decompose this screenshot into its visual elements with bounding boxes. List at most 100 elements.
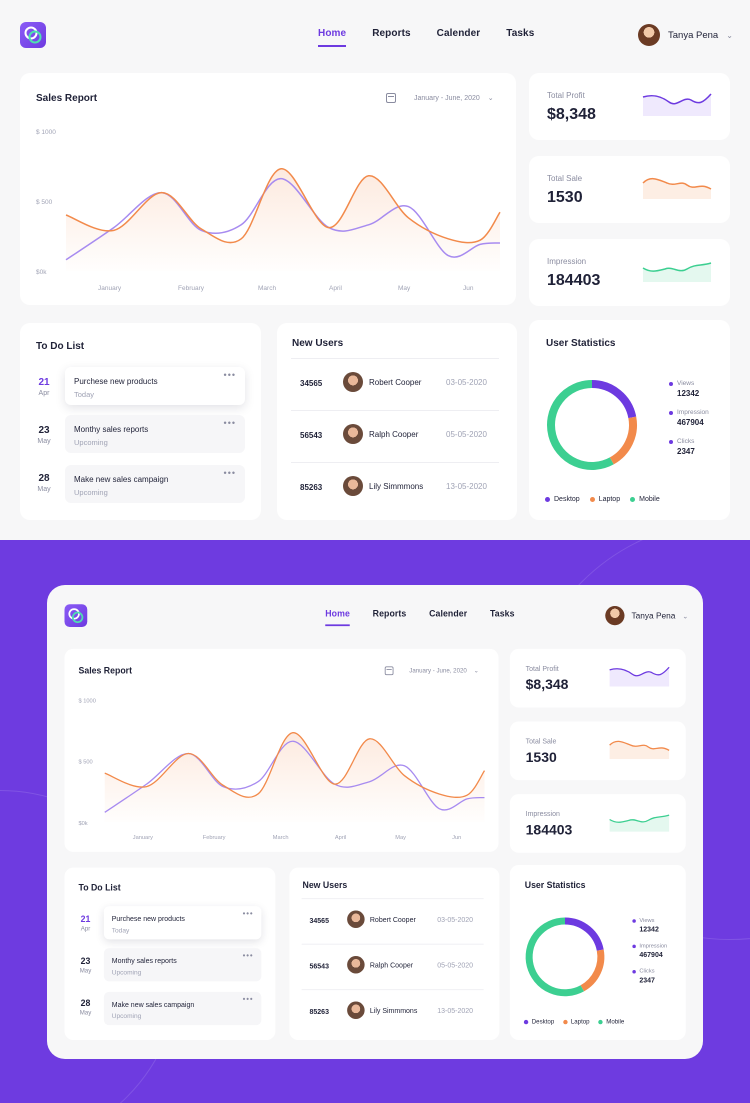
todo-month: May <box>79 1010 92 1017</box>
todo-month: May <box>37 438 51 445</box>
table-row[interactable]: 34565 Robert Cooper 03-05-2020 <box>301 898 484 944</box>
legend-label: Clicks <box>677 438 695 445</box>
table-row[interactable]: 85263 Lily Simmmons 13-05-2020 <box>291 462 499 514</box>
legend-clicks: Clicks 2347 <box>669 438 695 456</box>
table-row[interactable]: 56543 Ralph Cooper 05-05-2020 <box>291 410 499 462</box>
todo-task[interactable]: Make new sales campaign Upcoming ••• <box>103 991 262 1026</box>
nav-reports[interactable]: Reports <box>372 28 411 39</box>
todo-task[interactable]: Purchese new products Today ••• <box>103 906 262 940</box>
todo-task-title: Monthy sales reports <box>74 425 149 434</box>
nav-tasks[interactable]: Tasks <box>489 609 515 620</box>
avatar <box>343 372 363 392</box>
todo-task-title: Purchese new products <box>74 377 158 386</box>
todo-task-title: Purchese new products <box>111 914 185 923</box>
user-statistics-donut <box>547 380 637 470</box>
stat-value: $8,348 <box>547 106 596 123</box>
legend-value: 467904 <box>677 418 704 427</box>
table-row[interactable]: 34565 Robert Cooper 03-05-2020 <box>291 358 499 410</box>
todo-task[interactable]: Monthy sales reports Upcoming ••• <box>65 415 245 453</box>
user-statistics-title: User Statistics <box>546 338 616 349</box>
todo-task-status: Today <box>74 390 95 399</box>
sales-report-card: Sales Report January - June, 2020 ⌄ $ 10… <box>20 73 516 305</box>
new-users-card: New Users 34565 Robert Cooper 03-05-2020… <box>289 867 500 1040</box>
x-tick-label: February <box>178 285 205 292</box>
stat-label: Total Profit <box>547 91 585 100</box>
legend-dot <box>632 918 636 923</box>
nav-calender[interactable]: Calender <box>436 28 481 39</box>
todo-month: May <box>79 968 92 975</box>
avatar <box>605 606 625 626</box>
todo-item: 21 Apr Purchese new products Today ••• <box>65 906 276 941</box>
top-nav: Home Reports Calender Tasks <box>318 28 534 47</box>
more-icon[interactable]: ••• <box>223 418 236 428</box>
date-range-select[interactable]: January - June, 2020 ⌄ <box>384 666 479 676</box>
sales-report-title: Sales Report <box>78 666 132 676</box>
more-icon[interactable]: ••• <box>223 370 236 380</box>
todo-date: 21 Apr <box>34 377 54 397</box>
date-range-select[interactable]: January - June, 2020 ⌄ <box>386 93 494 103</box>
nav-tasks[interactable]: Tasks <box>506 28 535 39</box>
user-date: 05-05-2020 <box>446 430 487 439</box>
app-logo[interactable] <box>64 604 88 627</box>
more-icon[interactable]: ••• <box>223 468 236 478</box>
more-icon[interactable]: ••• <box>242 950 254 960</box>
legend-dot <box>545 497 550 502</box>
todo-task-status: Today <box>111 926 130 935</box>
user-date: 05-05-2020 <box>437 961 474 970</box>
user-statistics-card: User Statistics Views 12342 Impression 4… <box>529 320 730 520</box>
app-logo[interactable] <box>20 22 46 48</box>
table-row[interactable]: 85263 Lily Simmmons 13-05-2020 <box>301 989 484 1035</box>
todo-day: 21 <box>80 914 91 925</box>
user-date: 13-05-2020 <box>446 482 487 491</box>
legend-value: 12342 <box>677 389 700 398</box>
legend-dot <box>669 381 673 386</box>
user-name: Tanya Pena <box>668 29 719 41</box>
x-tick-label: January <box>133 835 153 841</box>
todo-task-title: Make new sales campaign <box>74 475 169 484</box>
legend-value: 2347 <box>677 447 695 456</box>
legend-label: Laptop <box>570 1019 590 1026</box>
legend-mobile: Mobile <box>630 496 660 503</box>
x-tick-label: May <box>395 835 406 841</box>
todo-date: 28 May <box>34 473 54 493</box>
user-name: Ralph Cooper <box>369 430 419 439</box>
avatar <box>343 476 363 496</box>
nav-home[interactable]: Home <box>318 28 347 47</box>
nav-home[interactable]: Home <box>325 610 350 627</box>
user-statistics-card: User Statistics Views 12342 Impression 4… <box>509 865 686 1040</box>
legend-dot <box>589 497 595 502</box>
y-tick-label: $ 500 <box>79 760 93 766</box>
table-row[interactable]: 56543 Ralph Cooper 05-05-2020 <box>301 943 484 990</box>
todo-day: 23 <box>80 956 91 967</box>
user-menu[interactable]: Tanya Pena ⌄ <box>638 24 733 46</box>
legend-value: 2347 <box>639 976 655 984</box>
dashboard-screenshot-framed: Home Reports Calender Tasks Tanya Pena ⌄… <box>0 540 750 1103</box>
todo-task[interactable]: Purchese new products Today ••• <box>65 367 245 405</box>
legend-dot <box>632 944 636 948</box>
todo-task[interactable]: Monthy sales reports Upcoming ••• <box>103 948 262 982</box>
more-icon[interactable]: ••• <box>242 908 254 918</box>
more-icon[interactable]: ••• <box>242 994 254 1004</box>
legend-dot <box>669 439 673 444</box>
avatar <box>638 24 660 46</box>
todo-task-title: Make new sales campaign <box>111 1000 195 1009</box>
new-users-title: New Users <box>292 338 344 349</box>
stat-card-total-profit: Total Profit $8,348 <box>509 648 686 708</box>
todo-card: To Do List 21 Apr Purchese new products … <box>64 867 276 1040</box>
todo-item: 23 May Monthy sales reports Upcoming ••• <box>65 948 276 985</box>
user-name: Robert Cooper <box>369 378 422 387</box>
nav-reports[interactable]: Reports <box>372 609 407 620</box>
nav-calender[interactable]: Calender <box>429 609 468 620</box>
user-menu[interactable]: Tanya Pena ⌄ <box>605 606 688 626</box>
todo-task[interactable]: Make new sales campaign Upcoming ••• <box>65 465 245 503</box>
todo-task-status: Upcoming <box>111 968 142 977</box>
stat-value: 184403 <box>525 823 573 838</box>
todo-title: To Do List <box>78 883 121 893</box>
x-tick-label: May <box>398 285 411 292</box>
stat-label: Total Sale <box>547 174 583 183</box>
sale-sparkline <box>609 740 670 760</box>
donut-segment-desktop <box>591 380 637 419</box>
todo-day: 28 <box>38 473 50 484</box>
todo-date: 23 May <box>77 957 95 975</box>
calendar-icon <box>386 93 396 103</box>
